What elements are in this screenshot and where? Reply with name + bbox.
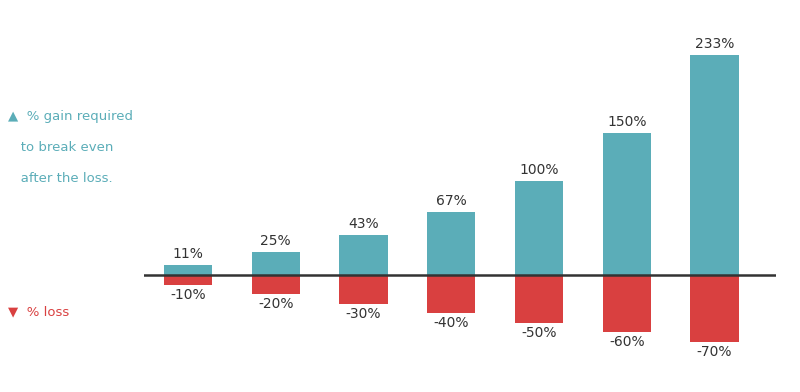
Bar (515, 181, 563, 276)
Text: after the loss.: after the loss. (8, 172, 113, 185)
Text: ▲  % gain required: ▲ % gain required (8, 110, 133, 123)
Bar (251, 252, 300, 276)
Bar (164, 276, 212, 285)
Text: 43%: 43% (348, 217, 378, 231)
Text: 11%: 11% (173, 247, 203, 261)
Text: -30%: -30% (346, 307, 381, 321)
Text: -10%: -10% (170, 288, 206, 302)
Bar (339, 276, 387, 304)
Bar (164, 265, 212, 276)
Bar (339, 235, 387, 276)
Bar (690, 276, 738, 342)
Text: 25%: 25% (260, 234, 291, 248)
Bar (251, 276, 300, 294)
Bar (602, 133, 651, 276)
Text: -20%: -20% (258, 297, 294, 311)
Bar (427, 276, 475, 313)
Bar (602, 276, 651, 332)
Text: -70%: -70% (697, 345, 732, 359)
Text: 100%: 100% (519, 163, 558, 177)
Text: -50%: -50% (522, 326, 557, 339)
Text: 67%: 67% (436, 194, 466, 208)
Text: -40%: -40% (434, 316, 469, 330)
Text: 233%: 233% (695, 37, 734, 51)
Bar (515, 276, 563, 323)
Text: -60%: -60% (609, 335, 645, 349)
Text: to break even: to break even (8, 141, 114, 154)
Text: ▼  % loss: ▼ % loss (8, 306, 70, 319)
Bar (427, 212, 475, 276)
Bar (690, 54, 738, 276)
Text: 150%: 150% (607, 116, 646, 129)
